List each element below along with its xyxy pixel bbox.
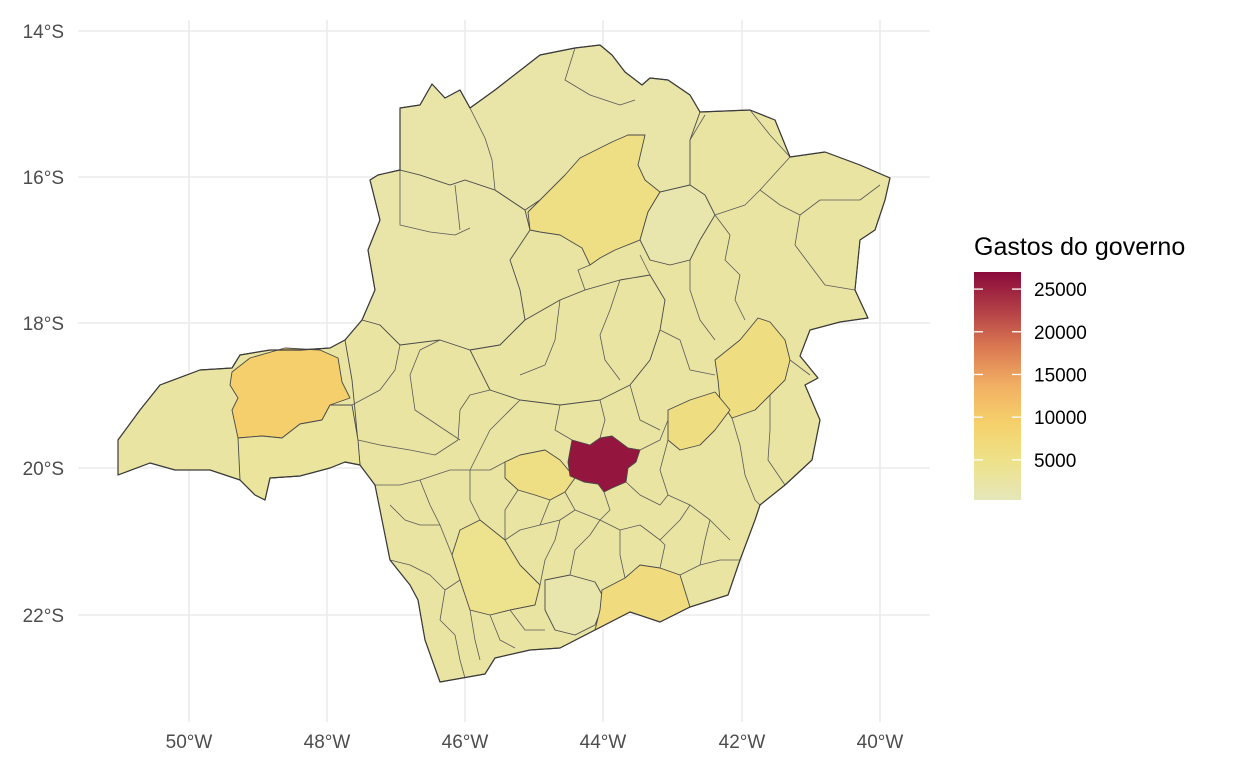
- legend-label: 10000: [1034, 408, 1087, 429]
- y-tick-label: 22°S: [23, 606, 64, 627]
- legend-title: Gastos do governo: [974, 233, 1185, 261]
- y-tick-label: 20°S: [23, 459, 64, 480]
- legend-label: 15000: [1034, 365, 1087, 386]
- internal-borders: [351, 47, 881, 679]
- x-tick-label: 48°W: [304, 732, 351, 753]
- legend-label: 5000: [1034, 451, 1076, 472]
- y-tick-label: 16°S: [23, 168, 64, 189]
- legend-label: 20000: [1034, 323, 1087, 344]
- region-belo-horizonte: [567, 435, 641, 493]
- y-tick-label: 14°S: [23, 22, 64, 43]
- legend-label: 25000: [1034, 280, 1087, 301]
- y-tick-label: 18°S: [23, 314, 64, 335]
- x-axis: 50°W 48°W 46°W 44°W 42°W 40°W: [166, 732, 904, 753]
- state-border: [117, 44, 891, 683]
- y-axis: 14°S 16°S 18°S 20°S 22°S: [23, 22, 64, 627]
- x-tick-label: 50°W: [166, 732, 213, 753]
- x-tick-label: 46°W: [442, 732, 489, 753]
- region-sul: [451, 519, 541, 616]
- region-ipatinga: [667, 391, 731, 451]
- x-tick-label: 40°W: [857, 732, 904, 753]
- state-map: [117, 44, 891, 683]
- x-tick-label: 44°W: [580, 732, 627, 753]
- legend-color-bar: [974, 272, 1021, 500]
- region-central: [469, 274, 666, 406]
- x-tick-label: 42°W: [719, 732, 766, 753]
- legend: Gastos do governo 25000 20000 15000 1000…: [974, 233, 1185, 500]
- region-campo-das-vertentes: [544, 574, 606, 636]
- legend-ticks: [974, 288, 1021, 461]
